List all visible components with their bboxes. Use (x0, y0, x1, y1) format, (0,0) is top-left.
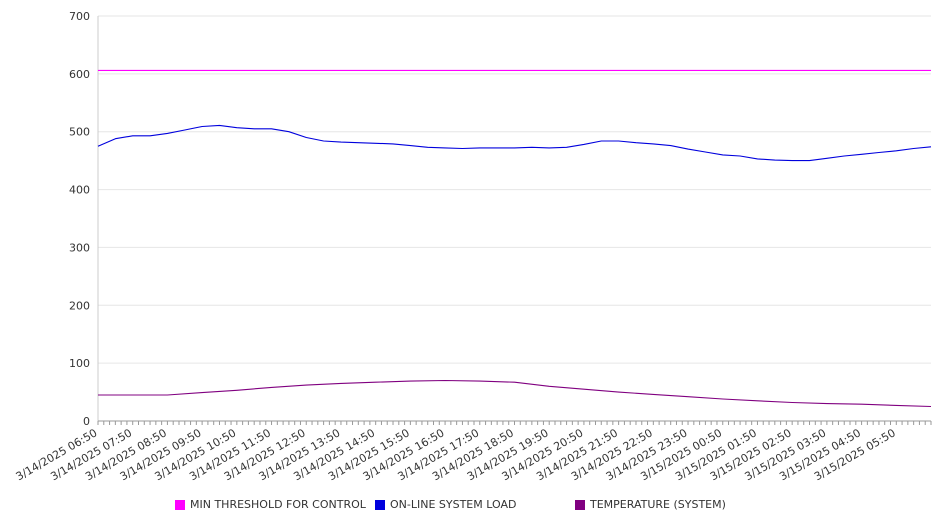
legend-swatch-system-load (375, 499, 385, 510)
legend-item-min-threshold[interactable]: MIN THRESHOLD FOR CONTROL (175, 498, 366, 511)
legend-label-system-load: ON-LINE SYSTEM LOAD (390, 498, 517, 511)
series-line-2 (98, 379, 932, 408)
legend-item-temperature[interactable]: TEMPERATURE (SYSTEM) (575, 498, 726, 511)
y-tick-label: 600 (69, 68, 90, 81)
x-tick-labels: 3/14/2025 06:503/14/2025 07:503/14/2025 … (14, 426, 898, 483)
legend-item-system-load[interactable]: ON-LINE SYSTEM LOAD (375, 498, 516, 511)
y-tick-label: 100 (69, 357, 90, 370)
axes (97, 16, 932, 425)
y-tick-label: 400 (69, 184, 90, 197)
legend: MIN THRESHOLD FOR CONTROL ON-LINE SYSTEM… (0, 498, 946, 514)
grid-lines (98, 15, 931, 364)
legend-swatch-temperature (575, 499, 585, 510)
y-tick-labels: 0 100 200 300 400 500 600 700 (69, 10, 90, 428)
series-line-1 (97, 124, 932, 162)
y-tick-label: 200 (69, 299, 90, 312)
line-chart: 0 100 200 300 400 500 600 700 3/14/2025 06:503/… (14, 10, 932, 483)
y-tick-label: 500 (69, 126, 90, 139)
series-lines (97, 69, 932, 408)
y-tick-label: 700 (69, 10, 90, 23)
y-tick-label: 0 (83, 415, 90, 428)
legend-label-temperature: TEMPERATURE (SYSTEM) (590, 498, 726, 511)
legend-swatch-min-threshold (175, 499, 185, 510)
legend-label-min-threshold: MIN THRESHOLD FOR CONTROL (190, 498, 366, 511)
y-tick-label: 300 (69, 241, 90, 254)
